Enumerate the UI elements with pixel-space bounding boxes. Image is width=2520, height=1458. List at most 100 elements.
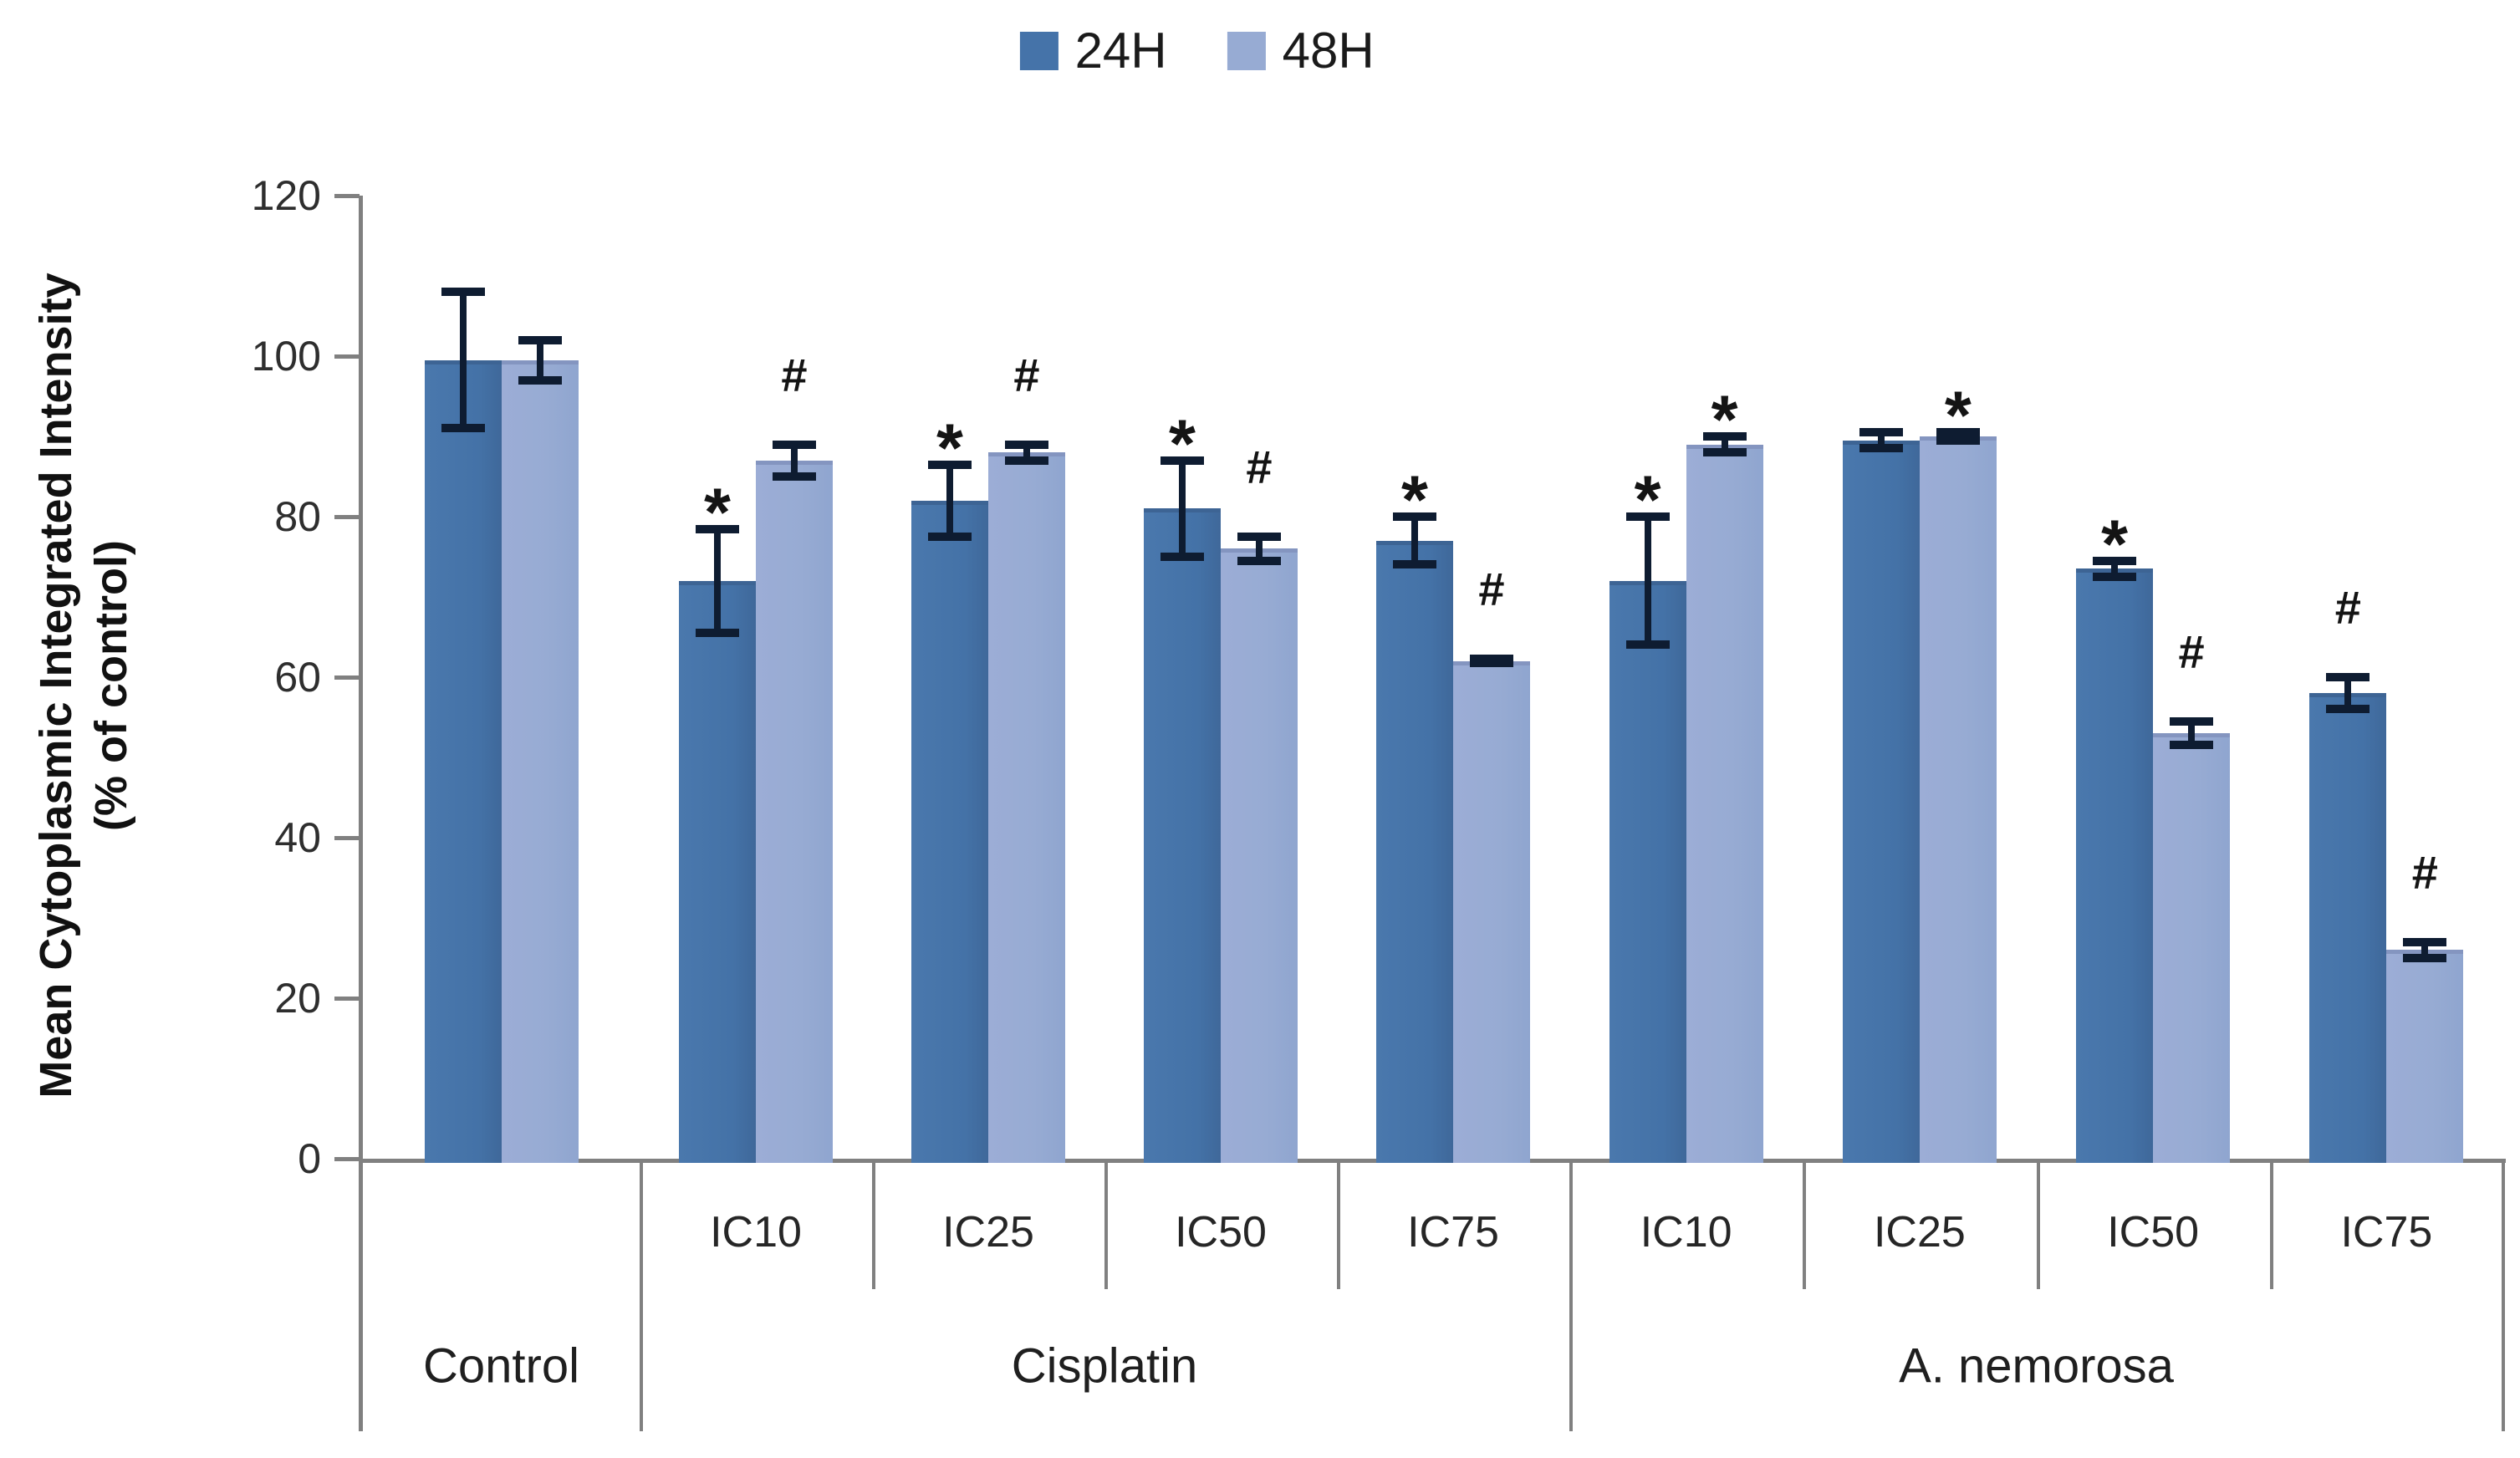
bar-48h-ic50 [2153,733,2231,1163]
y-tick-mark [334,675,360,680]
y-tick-mark [334,1157,360,1161]
significance-marker: # [2411,846,2438,899]
category-label-ic25: IC25 [942,1208,1034,1257]
error-bar-line [2344,673,2352,714]
bar-48h-ic10 [756,460,833,1163]
significance-marker: * [936,410,963,487]
error-bar-line [714,524,721,637]
error-bar-cap-bottom [1393,560,1436,569]
error-bar-cap-bottom [441,424,485,433]
error-bar-cap-top [696,524,739,533]
error-bar-cap-top [773,440,816,449]
legend-swatch-24h-icon [1019,31,1059,70]
bar-24h-ic25 [911,500,988,1163]
table-group-divider [1569,1159,1573,1431]
bar-24h-ic10 [1609,580,1686,1163]
table-cell-divider [2036,1159,2040,1289]
error-bar-cap-bottom [1005,456,1048,465]
bar-24h-ic50 [1144,508,1221,1163]
bar-24h-ic75 [2309,693,2387,1163]
y-tick-label: 40 [274,814,321,861]
table-cell-divider [2269,1159,2273,1289]
y-tick-mark [334,997,360,1001]
category-label-ic10: IC10 [710,1208,802,1257]
error-bar-cap-bottom [1859,444,1903,453]
table-group-divider [640,1159,643,1431]
y-tick-mark [334,515,360,519]
legend-item-24h: 24H [1019,22,1167,79]
error-bar-cap-top [2326,673,2370,682]
error-bar-cap-bottom [928,532,972,541]
bar-24h-control [424,359,502,1163]
error-bar-cap-bottom [2170,741,2214,750]
y-tick-label: 20 [274,975,321,1022]
bar-48h-ic75 [2386,950,2464,1163]
error-bar-cap-top [518,336,562,344]
significance-marker: * [1711,382,1738,459]
y-axis-title: Mean Cytoplasmic Integrated Intensity (%… [28,273,139,1098]
error-bar-cap-top [441,288,485,297]
error-bar-cap-bottom [2403,953,2447,962]
significance-marker: # [1478,563,1505,616]
y-tick-mark [334,194,360,198]
error-bar-line [1411,512,1418,569]
y-tick-label: 60 [274,654,321,701]
bar-48h-control [501,359,579,1163]
error-bar-line [1023,440,1030,465]
category-label-ic75: IC75 [2340,1208,2433,1257]
y-axis-title-line1: Mean Cytoplasmic Integrated Intensity [31,273,81,1099]
category-label-ic25: IC25 [1873,1208,1966,1257]
bar-48h-ic50 [1221,548,1298,1163]
error-bar-cap-bottom [2326,705,2370,714]
error-bar-cap-top [1859,428,1903,437]
group-label-cisplatin: Cisplatin [1011,1338,1198,1394]
error-bar-cap-bottom [2093,572,2137,581]
y-tick-label: 120 [251,172,321,219]
category-label-ic50: IC50 [2107,1208,2200,1257]
y-axis-title-line2: (% of control) [86,540,136,831]
group-label-control: Control [423,1338,579,1394]
error-bar-cap-bottom [1161,552,1204,561]
legend-item-48h: 48H [1227,22,1375,79]
error-bar-cap-top [928,460,972,469]
error-bar-cap-top [1005,440,1048,449]
error-bar-cap-bottom [518,375,562,385]
significance-marker: * [2101,507,2129,583]
error-bar-cap-bottom [1625,640,1670,650]
bar-48h-ic10 [1686,444,1763,1163]
table-cell-divider [872,1159,875,1289]
error-bar-cap-top [1237,533,1281,542]
bar-24h-ic10 [679,580,756,1163]
legend-label-48h: 48H [1282,23,1375,79]
significance-marker: # [1013,348,1040,401]
significance-marker: # [1246,441,1273,494]
error-bar-cap-top [1393,512,1436,522]
significance-marker: # [2334,581,2361,635]
error-bar-line [791,440,798,481]
y-tick-label: 80 [274,493,321,540]
error-bar-cap-bottom [696,629,739,637]
error-bar-line [1721,432,1728,456]
group-label-a-nemorosa: A. nemorosa [1899,1338,2174,1394]
error-bar-line [1256,533,1263,565]
error-bar-cap-top [2170,717,2214,726]
error-bar-line [1877,428,1885,453]
y-tick-label: 100 [251,333,321,380]
bar-24h-ic75 [1376,540,1453,1163]
category-label-ic50: IC50 [1175,1208,1267,1257]
error-bar-cap-top [1702,432,1747,441]
error-bar-cap-top [1161,456,1204,465]
bar-48h-ic75 [1453,660,1530,1163]
table-cell-divider [1337,1159,1340,1289]
y-tick-label: 0 [298,1135,321,1182]
bar-48h-ic25 [1919,436,1997,1163]
error-bar-line [946,460,953,541]
error-bar-cap-bottom [1936,436,1980,445]
error-bar-line [2188,717,2196,750]
table-cell-divider [1104,1159,1108,1289]
error-bar-line [2111,557,2119,581]
y-tick-mark [334,354,360,359]
bar-48h-ic25 [988,452,1065,1163]
significance-marker: * [1634,462,1661,539]
